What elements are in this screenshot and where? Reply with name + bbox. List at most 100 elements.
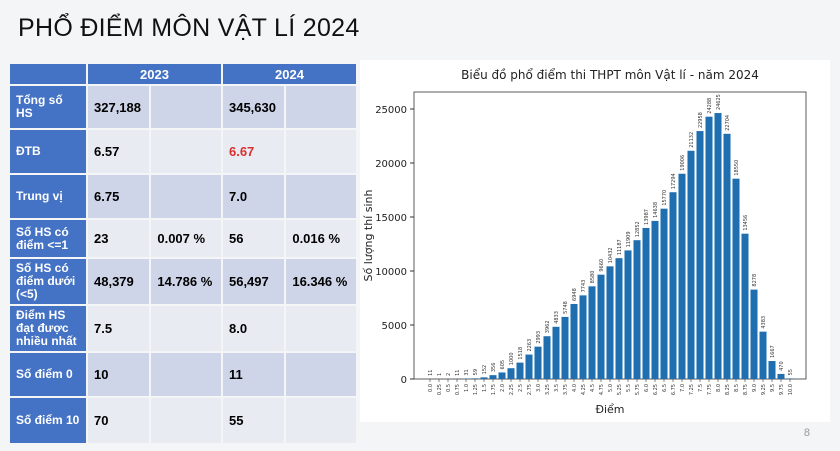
bar-value-label: 22958: [698, 112, 704, 128]
chart-title: Biểu đồ phổ điểm thi THPT môn Vật lí - n…: [461, 68, 759, 82]
bar-value-label: 24625: [716, 94, 722, 110]
bar: [561, 316, 569, 379]
bar-value-label: 12852: [635, 221, 641, 237]
table-row: Điểm HS đạt được nhiều nhất 7.5 8.0: [10, 306, 356, 351]
percent-2023: [151, 86, 221, 128]
bar-value-label: 2993: [536, 331, 542, 344]
x-tick-label: 7.25: [689, 384, 695, 395]
table-row: Số điểm 10 70 55: [10, 398, 356, 443]
percent-2024: [286, 398, 356, 443]
x-tick-label: 9.75: [779, 384, 785, 395]
chart-panel: Biểu đồ phổ điểm thi THPT môn Vật lí - n…: [360, 60, 830, 422]
y-tick-label: 15000: [375, 213, 407, 224]
x-tick-label: 5.75: [635, 384, 641, 395]
bar-value-label: 17294: [671, 173, 677, 189]
value-2024: 6.67: [222, 130, 285, 173]
x-tick-label: 0.75: [455, 384, 461, 395]
bar-value-label: 8580: [590, 271, 596, 284]
value-2024: 56: [222, 220, 285, 257]
bar-value-label: 1000: [509, 352, 515, 365]
bar: [786, 378, 794, 379]
value-2023: 70: [88, 398, 150, 443]
bar-value-label: 11: [428, 370, 434, 376]
bar-value-label: 6948: [572, 288, 578, 301]
bar-value-label: 11: [455, 370, 461, 376]
y-tick-label: 10000: [375, 267, 407, 278]
value-2024: 345,630: [222, 86, 285, 128]
percent-2023: [151, 353, 221, 396]
bar-value-label: 2: [446, 373, 452, 376]
percent-2024: [286, 130, 356, 173]
percent-2024: [286, 306, 356, 351]
bar: [777, 373, 785, 379]
x-tick-label: 1.75: [491, 384, 497, 395]
bar-value-label: 8278: [752, 274, 758, 287]
row-label: Số điểm 10: [10, 398, 86, 443]
value-2023: 48,379: [88, 259, 150, 304]
percent-2024: 0.016 %: [286, 220, 356, 257]
value-2024: 7.0: [222, 175, 285, 218]
x-tick-label: 4.25: [581, 384, 587, 395]
x-tick-label: 7.5: [698, 384, 704, 392]
bar: [552, 326, 560, 379]
bar-value-label: 356: [491, 363, 497, 373]
bar: [705, 116, 713, 379]
percent-2023: [151, 130, 221, 173]
row-label: Số điểm 0: [10, 353, 86, 396]
y-tick-label: 20000: [375, 159, 407, 170]
x-tick-label: 3.5: [554, 384, 560, 392]
x-tick-label: 2.5: [518, 384, 524, 392]
percent-2023: 14.786 %: [151, 259, 221, 304]
x-tick-label: 7.75: [707, 384, 713, 395]
row-label: ĐTB: [10, 130, 86, 173]
bar: [759, 331, 767, 379]
x-tick-label: 1.25: [473, 384, 479, 395]
table-row: Số điểm 0 10 11: [10, 353, 356, 396]
value-2024: 55: [222, 398, 285, 443]
percent-2024: [286, 86, 356, 128]
x-tick-label: 1.0: [464, 384, 470, 392]
table-row: ĐTB 6.57 6.67: [10, 130, 356, 173]
bar: [525, 354, 533, 379]
x-tick-label: 10.0: [788, 384, 794, 395]
table-row: Trung vị 6.75 7.0: [10, 175, 356, 218]
bar: [750, 289, 758, 379]
slide-title: PHỔ ĐIỂM MÔN VẬT LÍ 2024: [18, 14, 360, 42]
bar: [714, 113, 722, 380]
bar: [507, 368, 515, 379]
x-tick-label: 6.5: [662, 384, 668, 392]
row-label: Số HS có điểm <=1: [10, 220, 86, 257]
percent-2023: [151, 398, 221, 443]
x-tick-label: 6.0: [644, 384, 650, 392]
percent-2023: 0.007 %: [151, 220, 221, 257]
bar: [597, 274, 605, 379]
bar-value-label: 1518: [518, 347, 524, 360]
x-tick-label: 7.0: [680, 384, 686, 392]
bar-value-label: 11187: [617, 239, 623, 255]
bar: [678, 173, 686, 379]
bar-value-label: 15770: [662, 190, 668, 206]
x-tick-label: 3.75: [563, 384, 569, 395]
bar: [624, 250, 632, 379]
bar: [687, 150, 695, 379]
value-2023: 7.5: [88, 306, 150, 351]
x-tick-label: 6.25: [653, 384, 659, 395]
x-axis-label: Điểm: [595, 403, 624, 416]
bar-value-label: 7743: [581, 280, 587, 293]
x-tick-label: 0.25: [437, 384, 443, 395]
bar-value-label: 21132: [689, 132, 695, 148]
x-tick-label: 8.75: [743, 384, 749, 395]
x-tick-label: 1.5: [482, 384, 488, 392]
bar: [651, 220, 659, 379]
bar-value-label: 13987: [644, 209, 650, 225]
row-label: Trung vị: [10, 175, 86, 218]
bar-value-label: 470: [779, 361, 785, 371]
bar-value-label: 4833: [554, 311, 560, 324]
x-tick-label: 4.0: [572, 384, 578, 392]
bar-value-label: 152: [482, 365, 488, 375]
bar: [633, 240, 641, 379]
bar: [606, 266, 614, 379]
bar: [480, 377, 488, 379]
bar-value-label: 3962: [545, 320, 551, 333]
bar-value-label: 11909: [626, 231, 632, 247]
